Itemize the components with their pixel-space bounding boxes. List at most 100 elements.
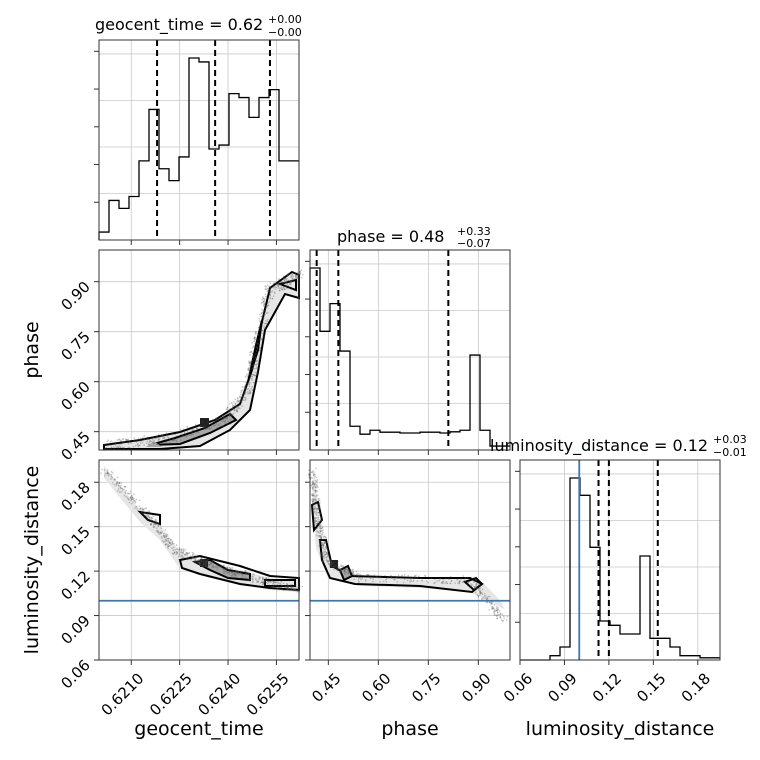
scatter-point [204,427,206,429]
scatter-point [116,482,118,484]
scatter-point [478,589,480,591]
scatter-point [407,575,409,577]
scatter-point [323,560,325,562]
scatter-point [478,584,480,586]
scatter-point [316,499,318,501]
scatter-point [261,339,263,341]
scatter-point [267,319,269,321]
scatter-point [327,555,329,557]
y-tick-label: 0.90 [57,278,93,314]
scatter-point [229,416,231,418]
scatter-point [135,445,137,447]
x-tick-label: 0.09 [544,670,580,706]
scatter-point [288,273,290,275]
scatter-point [196,432,198,434]
scatter-point [251,378,253,380]
scatter-point [301,277,303,279]
scatter-point [223,568,225,570]
scatter-point [212,567,214,569]
scatter-point [163,438,165,440]
scatter-point [101,469,103,471]
scatter-point [210,563,212,565]
scatter-point [320,528,322,530]
scatter-point [216,423,218,425]
x-tick-label: 0.18 [678,670,714,706]
scatter-point [315,476,317,478]
scatter-point [160,442,162,444]
scatter-point [231,414,233,416]
scatter-point [476,583,478,585]
scatter-point [340,569,342,571]
axes-frame [310,460,510,660]
panel-luminosity-distance-hist: 0.06 0.09 0.12 0.15 0.18 luminosity_distance… [490,433,747,740]
scatter-point [249,378,251,380]
scatter-point [118,445,120,447]
scatter-point [230,410,232,412]
scatter-point [487,596,489,598]
scatter-point [244,386,246,388]
scatter-point [503,617,505,619]
scatter-point [236,576,238,578]
scatter-point [284,279,286,281]
scatter-point [237,411,239,413]
scatter-point [256,350,258,352]
scatter-point [323,548,325,550]
scatter-point [314,483,316,485]
scatter-point [264,304,266,306]
scatter-point [287,587,289,589]
scatter-point [100,472,102,474]
scatter-point [282,589,284,591]
scatter-point [398,575,400,577]
scatter-point [224,572,226,574]
scatter-point [249,383,251,385]
scatter-point [315,503,317,505]
scatter-point [120,485,122,487]
scatter-point [154,526,156,528]
scatter-point [167,439,169,441]
scatter-point [149,517,151,519]
x-tick-label: 0.12 [589,670,625,706]
scatter-point [245,385,247,387]
scatter-point [244,389,246,391]
scatter-point [479,594,481,596]
scatter-point [180,428,182,430]
scatter-point [114,484,116,486]
scatter-point [120,440,122,442]
scatter-point [362,578,364,580]
scatter-point [104,469,106,471]
scatter-point [288,589,290,591]
scatter-point [316,527,318,529]
scatter-point [235,403,237,405]
scatter-point [242,405,244,407]
scatter-point [252,368,254,370]
scatter-point [252,576,254,578]
scatter-point [122,488,124,490]
scatter-point [454,582,456,584]
scatter-point [162,540,164,542]
scatter-point [278,279,280,281]
scatter-point [112,477,114,479]
scatter-point [213,425,215,427]
scatter-point [124,495,126,497]
scatter-point [474,577,476,579]
scatter-point [237,573,239,575]
scatter-point [315,491,317,493]
scatter-point [162,436,164,438]
scatter-point [254,337,256,339]
scatter-point [260,582,262,584]
scatter-point [126,496,128,498]
scatter-density [103,269,304,450]
scatter-point [266,305,268,307]
scatter-point [283,286,285,288]
scatter-point [179,431,181,433]
scatter-point [331,562,333,564]
scatter-point [242,574,244,576]
scatter-point [445,578,447,580]
scatter-point [191,431,193,433]
scatter-point [181,436,183,438]
scatter-point [179,554,181,556]
scatter-point [125,438,127,440]
scatter-point [312,495,314,497]
scatter-point [433,582,435,584]
scatter-point [259,320,261,322]
